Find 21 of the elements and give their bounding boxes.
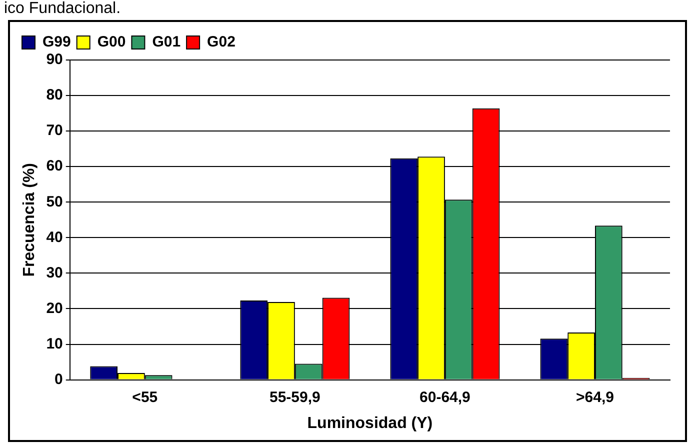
y-tick-label: 0 bbox=[54, 370, 63, 388]
text: ico Fundacional. bbox=[4, 0, 121, 18]
x-tick-label: <55 bbox=[132, 388, 158, 406]
y-tick-label: 20 bbox=[46, 300, 63, 317]
x-tick-label: >64,9 bbox=[576, 388, 614, 406]
legend-label: G99 bbox=[42, 34, 71, 51]
x-axis-title: Luminosidad (Y) bbox=[307, 414, 433, 432]
y-tick-label: 40 bbox=[46, 228, 63, 246]
y-axis-title: Frecuencia (%) bbox=[21, 162, 38, 277]
y-tick-label: 90 bbox=[46, 51, 63, 68]
legend-label: G02 bbox=[207, 34, 236, 51]
y-tick-label: 10 bbox=[46, 335, 63, 352]
legend-label: G01 bbox=[152, 34, 181, 51]
y-tick-label: 30 bbox=[46, 264, 63, 282]
x-tick-label: 60-64,9 bbox=[420, 388, 470, 406]
legend-label: G00 bbox=[97, 34, 126, 51]
y-tick-label: 70 bbox=[46, 122, 63, 140]
y-tick-label: 60 bbox=[46, 158, 63, 175]
x-tick-label: 55-59,9 bbox=[269, 388, 320, 406]
y-tick-label: 80 bbox=[46, 86, 63, 104]
y-tick-label: 50 bbox=[46, 193, 63, 210]
